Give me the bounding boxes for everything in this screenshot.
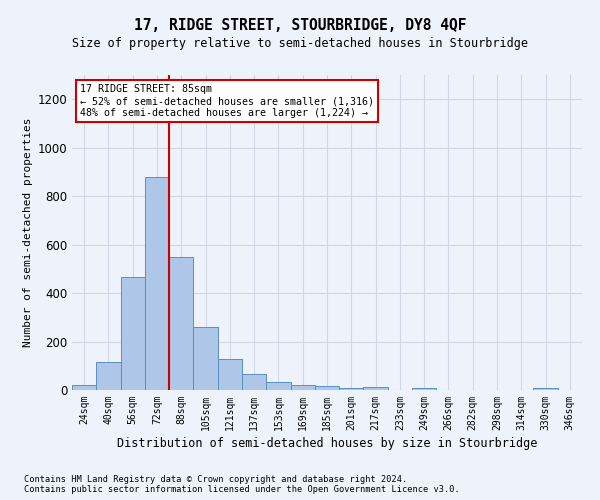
Bar (290, 384, 315, 390)
Bar (364, 387, 388, 390)
Y-axis label: Number of semi-detached properties: Number of semi-detached properties (23, 118, 33, 347)
Bar (412, 388, 436, 390)
Text: Size of property relative to semi-detached houses in Stourbridge: Size of property relative to semi-detach… (72, 38, 528, 51)
Text: 17, RIDGE STREET, STOURBRIDGE, DY8 4QF: 17, RIDGE STREET, STOURBRIDGE, DY8 4QF (134, 18, 466, 32)
Text: Contains public sector information licensed under the Open Government Licence v3: Contains public sector information licen… (24, 485, 460, 494)
X-axis label: Distribution of semi-detached houses by size in Stourbridge: Distribution of semi-detached houses by … (117, 437, 537, 450)
Bar (145, 177, 169, 390)
Bar (315, 386, 339, 390)
Bar (193, 328, 218, 390)
Bar (169, 256, 193, 390)
Text: Contains HM Land Registry data © Crown copyright and database right 2024.: Contains HM Land Registry data © Crown c… (24, 475, 407, 484)
Bar (339, 388, 364, 390)
Bar (533, 388, 558, 390)
Bar (121, 278, 145, 390)
Bar (242, 374, 266, 390)
Bar (96, 362, 121, 390)
Bar (72, 385, 96, 390)
Bar (266, 382, 290, 390)
Text: 17 RIDGE STREET: 85sqm
← 52% of semi-detached houses are smaller (1,316)
48% of : 17 RIDGE STREET: 85sqm ← 52% of semi-det… (80, 84, 374, 117)
Bar (218, 358, 242, 390)
